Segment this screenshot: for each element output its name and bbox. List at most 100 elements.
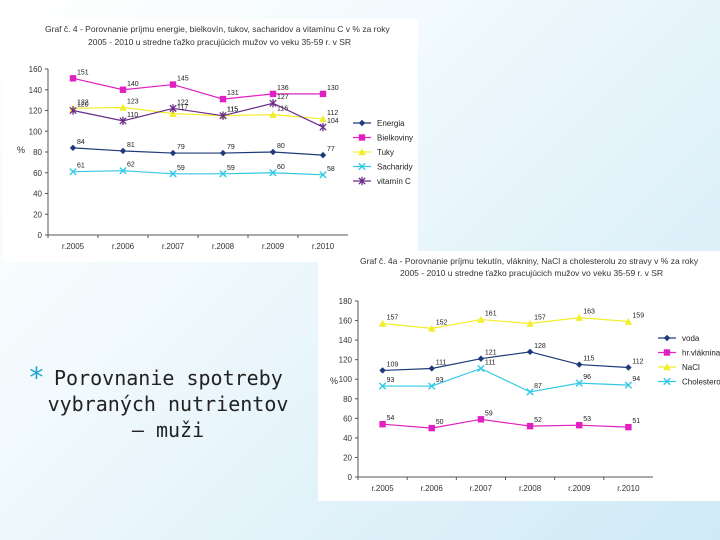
chart1-data-label: 130 xyxy=(327,85,339,92)
chart2-data-label: 54 xyxy=(387,415,395,422)
chart1-point xyxy=(119,86,127,93)
chart2-data-label: 163 xyxy=(583,309,595,316)
chart1-point xyxy=(269,99,277,108)
chart1-point xyxy=(219,170,227,178)
chart2-point xyxy=(379,421,386,428)
chart2-xtick: r.2006 xyxy=(421,484,444,493)
chart2-point xyxy=(378,319,387,327)
chart1-legend-marker xyxy=(358,162,366,171)
chart1-legend-label: Tuky xyxy=(377,148,394,157)
caption-line-1: Porovnanie spotreby xyxy=(54,366,283,390)
chart2-point xyxy=(624,381,633,389)
chart2-data-label: 93 xyxy=(387,377,395,384)
chart2-point xyxy=(477,364,485,373)
chart1-ytick: 60 xyxy=(33,169,42,178)
chart2-data-label: 96 xyxy=(583,374,591,381)
chart2-xtick: r.2008 xyxy=(519,484,542,493)
chart1-data-label: 136 xyxy=(277,85,289,92)
chart1-ytick: 120 xyxy=(29,107,43,116)
chart2-data-label: 159 xyxy=(632,313,644,320)
chart1-ytick: 100 xyxy=(29,127,43,136)
chart1-series-line xyxy=(72,106,324,120)
chart1-point xyxy=(269,110,277,118)
chart2-point xyxy=(378,382,387,390)
chart2-data-label: 93 xyxy=(436,377,444,384)
chart2-data-label: 161 xyxy=(485,311,497,318)
chart2-ytick: 100 xyxy=(339,375,353,384)
chart2-data-label: 53 xyxy=(583,416,591,423)
chart2-data-label: 51 xyxy=(632,418,640,425)
chart1-legend-label: Bielkoviny xyxy=(377,134,413,143)
chart2-point xyxy=(428,324,436,332)
chart1-legend-label: vitamín C xyxy=(377,177,411,186)
chart1-legend-marker xyxy=(358,134,366,141)
chart2-point xyxy=(625,364,632,371)
chart2-data-label: 111 xyxy=(485,359,496,366)
chart2-ytick: 80 xyxy=(343,395,352,404)
chart2-data-label: 59 xyxy=(485,410,493,417)
chart2-series-line xyxy=(382,418,629,429)
chart1-xtick: r.2008 xyxy=(212,242,235,251)
chart1-data-label: 116 xyxy=(277,106,288,113)
chart2-point xyxy=(428,424,435,432)
caption-line-3: – muži xyxy=(131,418,205,442)
chart1-xtick: r.2007 xyxy=(162,242,185,251)
chart2-series-line xyxy=(382,351,629,372)
chart2-ylabel: % xyxy=(330,376,338,386)
chart2-point xyxy=(428,365,435,372)
chart1-data-label: 112 xyxy=(327,110,338,117)
chart1-point xyxy=(69,168,77,176)
chart2-series-line xyxy=(382,367,629,393)
chart1-data-label: 79 xyxy=(177,144,185,151)
chart2-legend-label: NaCl xyxy=(682,363,700,372)
chart2-data-label: 52 xyxy=(534,417,542,424)
chart-energy-nutrients: Graf č. 4 - Porovnanie príjmu energie, b… xyxy=(3,19,418,262)
chart1-point xyxy=(219,149,227,157)
bullet-icon: * xyxy=(28,361,45,394)
chart2-point xyxy=(526,422,534,430)
chart1-data-label: 151 xyxy=(77,69,89,76)
chart2-data-label: 157 xyxy=(387,314,399,321)
chart1-data-label: 77 xyxy=(327,146,335,153)
chart1-ytick: 80 xyxy=(33,148,42,157)
chart1-point xyxy=(169,149,177,157)
chart2-point xyxy=(576,421,583,429)
chart1-data-label: 123 xyxy=(127,98,139,105)
chart1-data-label: 115 xyxy=(227,107,238,114)
chart1-point xyxy=(69,106,77,115)
chart1-data-label: 131 xyxy=(227,90,239,97)
chart1-point xyxy=(119,103,127,111)
chart2-data-label: 128 xyxy=(534,343,546,350)
chart2-ytick: 140 xyxy=(339,336,353,345)
chart1-ytick: 0 xyxy=(38,231,43,240)
chart1-xtick: r.2010 xyxy=(312,242,335,251)
chart2-legend-marker xyxy=(663,377,671,386)
chart2-data-label: 94 xyxy=(632,376,640,383)
chart1-data-label: 60 xyxy=(277,164,285,171)
chart2-xtick: r.2007 xyxy=(470,484,493,493)
chart2-data-label: 87 xyxy=(534,383,542,390)
chart2-point xyxy=(477,355,485,362)
chart2-title-line1: Graf č. 4a - Porovnanie príjmu tekutín, … xyxy=(360,256,699,266)
slide-caption: * Porovnanie spotreby vybraných nutrient… xyxy=(28,361,308,443)
chart1-point xyxy=(69,144,77,152)
chart2-data-label: 115 xyxy=(583,356,594,363)
chart2-point xyxy=(477,315,485,323)
chart1-title-line1: Graf č. 4 - Porovnanie príjmu energie, b… xyxy=(45,24,390,34)
chart1-point xyxy=(169,109,177,117)
chart1-data-label: 110 xyxy=(127,112,138,119)
chart1-data-label: 115 xyxy=(227,107,238,114)
chart2-data-label: 112 xyxy=(632,358,643,365)
chart2-data-label: 152 xyxy=(436,319,448,326)
chart2-data-label: 111 xyxy=(436,359,447,366)
chart1-point xyxy=(269,148,277,156)
chart2-legend-label: voda xyxy=(682,334,700,343)
chart1-ytick: 40 xyxy=(33,190,42,199)
chart1-point xyxy=(119,116,127,126)
chart2-ytick: 20 xyxy=(343,453,352,462)
chart1-legend-label: Sacharidy xyxy=(377,163,413,172)
chart2-point xyxy=(624,317,633,325)
chart2-ytick: 0 xyxy=(348,473,353,482)
chart1-ytick: 20 xyxy=(33,210,42,219)
chart2-data-label: 50 xyxy=(436,419,444,426)
